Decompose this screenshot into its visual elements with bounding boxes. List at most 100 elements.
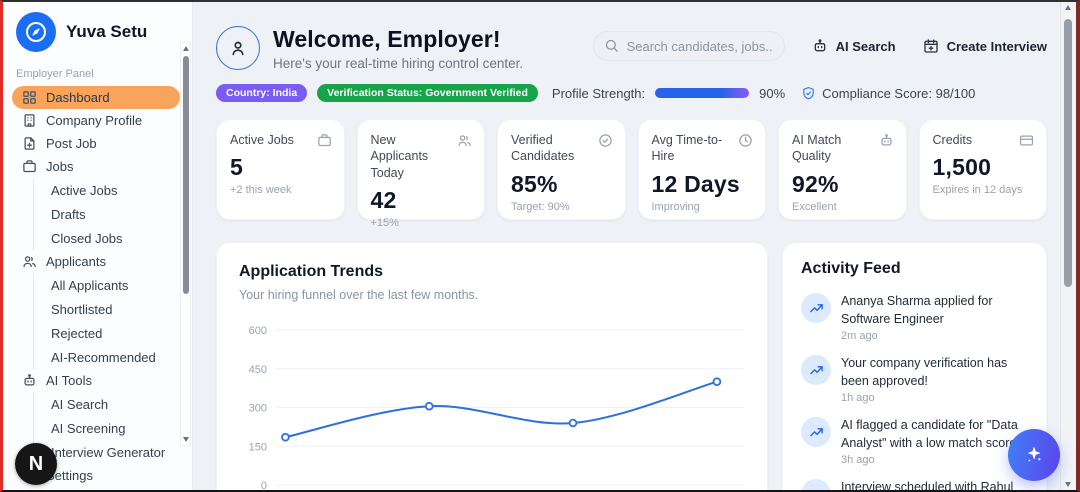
sidebar-item-ai-tools[interactable]: AI Tools [12,369,180,392]
users-icon [457,133,472,148]
sidebar-scrollbar[interactable] [180,42,191,446]
sidebar-item-post-job[interactable]: Post Job [12,132,180,155]
sparkles-icon [1024,445,1044,465]
stat-label: Credits [932,133,973,147]
stat-subtext: Excellent [792,200,837,213]
page-scrollbar-thumb[interactable] [1064,19,1072,287]
sidebar-item-label: Post Job [46,136,97,151]
scroll-down-arrow-icon[interactable] [1065,482,1071,487]
sidebar-item-applicants[interactable]: Applicants [12,250,180,273]
compliance-label: Compliance Score: 98/100 [822,85,976,101]
sidebar-item-label: Closed Jobs [51,230,123,246]
page-subtitle: Here's your real-time hiring control cen… [273,56,524,71]
sidebar-item-settings[interactable]: Settings [12,464,180,487]
chart-subtitle: Your hiring funnel over the last few mon… [239,288,479,302]
ai-search-button[interactable]: AI Search [812,38,896,54]
stat-card-new-applicants[interactable]: New Applicants Today 42 +15% [356,119,485,229]
stat-card-avg-time-to-hire[interactable]: Avg Time-to-Hire 12 Days Improving [637,119,766,220]
scroll-up-arrow-icon[interactable] [183,46,189,51]
activity-text: Your company verification has been appro… [841,356,1008,388]
scroll-up-arrow-icon[interactable] [1065,5,1071,10]
stat-card-verified-candidates[interactable]: Verified Candidates 85% Target: 90% [497,119,626,220]
check-circle-icon [598,133,613,148]
sidebar-item-drafts[interactable]: Drafts [33,202,180,226]
activity-text: Ananya Sharma applied for Software Engin… [841,294,993,326]
sidebar-item-rejected[interactable]: Rejected [33,321,180,345]
stat-subtext: +2 this week [230,184,292,197]
activity-text: AI flagged a candidate for "Data Analyst… [841,418,1020,450]
stat-subtext: Expires in 12 days [932,184,1023,197]
page-title: Welcome, Employer! [273,26,501,52]
bot-icon [812,38,828,54]
sidebar-item-shortlisted[interactable]: Shortlisted [33,297,180,321]
credit-card-icon [1019,133,1034,148]
dashboard-grid-icon [22,90,37,105]
sidebar-item-ai-screening[interactable]: AI Screening [33,416,180,440]
trending-up-icon [801,479,831,490]
activity-time: 2m ago [841,330,878,342]
compliance-score: Compliance Score: 98/100 [801,86,975,101]
stat-value: 12 Days [651,170,740,197]
status-bar: Country: India Verification Status: Gove… [216,84,1047,102]
activity-time: 3h ago [841,454,875,466]
svg-text:600: 600 [249,325,267,337]
sidebar-item-label: Dashboard [46,90,110,105]
sidebar-item-label: Shortlisted [51,301,113,317]
sidebar-item-label: Jobs [46,159,74,174]
activity-time: 1h ago [841,392,875,404]
nextjs-dev-badge[interactable]: N [15,443,57,485]
ai-assistant-fab-button[interactable] [1008,429,1060,481]
chart-title: Application Trends [239,263,384,280]
trending-up-icon [801,355,831,385]
sidebar-item-all-applicants[interactable]: All Applicants [33,273,180,297]
sidebar-item-login[interactable]: Login [12,487,180,490]
profile-strength-label: Profile Strength: [551,85,646,101]
activity-item[interactable]: Interview scheduled with Rahul Verma for… [801,479,1028,490]
activity-item[interactable]: Ananya Sharma applied for Software Engin… [801,293,1028,342]
stat-value: 92% [792,170,839,197]
stat-label: New Applicants Today [370,133,429,180]
search-input[interactable] [592,31,785,61]
brand-name: Yuva Setu [66,22,148,41]
page-scrollbar[interactable] [1060,2,1075,490]
sidebar-item-ai-search[interactable]: AI Search [33,392,180,416]
sidebar-item-company-profile[interactable]: Company Profile [12,109,180,132]
verification-badge: Verification Status: Government Verified [317,84,538,102]
clock-icon [738,133,753,148]
stat-subtext: Improving [651,200,700,213]
stat-label: Avg Time-to-Hire [651,133,723,164]
sidebar-item-label: AI Tools [46,373,93,388]
stat-value: 1,500 [932,154,992,181]
sidebar-item-closed-jobs[interactable]: Closed Jobs [33,226,180,250]
employer-avatar [216,26,260,70]
sidebar-item-jobs[interactable]: Jobs [12,155,180,178]
create-interview-button[interactable]: Create Interview [923,38,1047,54]
stat-subtext: +15% [370,216,399,229]
application-trends-card: Application Trends Your hiring funnel ov… [216,242,768,490]
stat-label: AI Match Quality [792,133,842,164]
stat-card-ai-match-quality[interactable]: AI Match Quality 92% Excellent [778,119,907,220]
sidebar-scrollbar-thumb[interactable] [183,56,189,294]
activity-feed-card: Activity Feed Ananya Sharma applied for … [782,242,1047,490]
file-plus-icon [22,136,37,151]
search-box [592,31,785,61]
stat-card-credits[interactable]: Credits 1,500 Expires in 12 days [918,119,1047,220]
sidebar-item-dashboard[interactable]: Dashboard [12,86,180,109]
svg-text:300: 300 [249,403,267,415]
sidebar-item-active-jobs[interactable]: Active Jobs [33,178,180,202]
building-icon [22,113,37,128]
activity-item[interactable]: Your company verification has been appro… [801,355,1028,404]
activity-text: Interview scheduled with Rahul Verma for… [841,480,1014,490]
stats-row: Active Jobs 5 +2 this week New Applicant… [216,119,1047,229]
stat-card-active-jobs[interactable]: Active Jobs 5 +2 this week [216,119,345,220]
sidebar-item-ai-recommended[interactable]: AI-Recommended [33,345,180,369]
activity-item[interactable]: AI flagged a candidate for "Data Analyst… [801,417,1028,466]
shield-check-icon [801,86,816,101]
scroll-down-arrow-icon[interactable] [183,437,189,442]
stat-subtext: Target: 90% [511,200,570,213]
sidebar-item-label: All Applicants [51,277,129,293]
application-trends-chart: 0 150 300 450 600 [249,325,745,490]
search-icon [604,38,619,53]
sidebar-item-label: Company Profile [46,113,143,128]
stat-label: Active Jobs [230,133,294,147]
